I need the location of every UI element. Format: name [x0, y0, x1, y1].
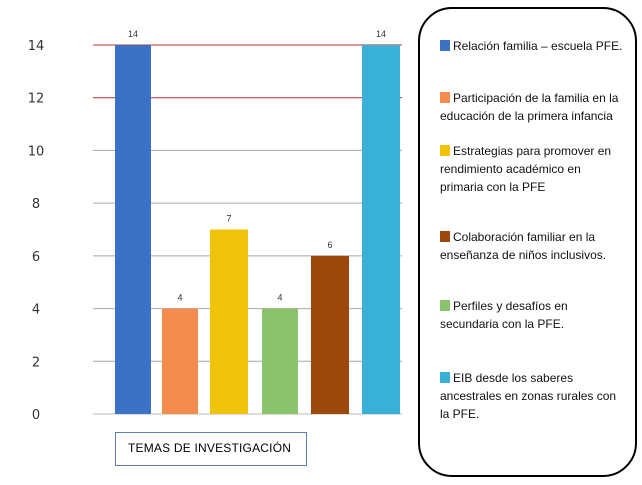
y-tick-label-10: 10: [28, 144, 45, 159]
legend-item-4: Colaboración familiar en la enseñanza de…: [440, 228, 625, 264]
bar-value-label-4: 4: [277, 293, 282, 303]
legend-item-6: EIB desde los saberes ancestrales en zon…: [440, 369, 625, 423]
x-axis-title: TEMAS DE INVESTIGACIÓN: [128, 441, 292, 455]
y-tick-label-8: 8: [32, 197, 40, 212]
legend-swatch-3: [440, 145, 450, 156]
bar-value-label-5: 6: [327, 240, 332, 250]
y-tick-label-14: 14: [28, 39, 45, 54]
bar-value-label-2: 4: [177, 293, 182, 303]
y-tick-label-4: 4: [32, 303, 40, 318]
bar-6: [362, 45, 400, 414]
legend-item-5: Perfiles y desafíos en secundaria con la…: [440, 297, 625, 333]
x-axis-title-box: TEMAS DE INVESTIGACIÓN: [115, 432, 307, 466]
bar-value-label-3: 7: [226, 214, 231, 224]
y-tick-label-0: 0: [32, 408, 40, 423]
y-tick-label-12: 12: [28, 92, 45, 107]
bar-1: [115, 45, 151, 414]
legend-item-3: Estrategias para promover en rendimiento…: [440, 142, 625, 196]
legend-swatch-2: [440, 92, 450, 103]
legend-item-2: Participación de la familia en la educac…: [440, 89, 625, 125]
bar-3: [210, 229, 248, 414]
legend-label-4: Colaboración familiar en la enseñanza de…: [440, 230, 607, 262]
legend-label-5: Perfiles y desafíos en secundaria con la…: [440, 299, 568, 331]
legend-swatch-1: [440, 40, 450, 51]
bar-4: [262, 308, 298, 414]
legend-swatch-4: [440, 231, 450, 242]
bar-2: [162, 308, 198, 414]
legend-label-6: EIB desde los saberes ancestrales en zon…: [440, 371, 617, 421]
legend-label-3: Estrategias para promover en rendimiento…: [440, 144, 612, 194]
y-tick-label-6: 6: [32, 250, 40, 265]
y-tick-label-2: 2: [32, 355, 40, 370]
chart-legend: Relación familia – escuela PFE. Particip…: [418, 7, 637, 477]
bar-value-label-1: 14: [128, 29, 138, 39]
bar-5: [311, 255, 349, 414]
bar-value-label-6: 14: [376, 29, 386, 39]
legend-label-2: Participación de la familia en la educac…: [440, 91, 619, 123]
legend-swatch-5: [440, 300, 450, 311]
legend-swatch-6: [440, 372, 450, 383]
legend-label-1: Relación familia – escuela PFE.: [453, 39, 623, 53]
legend-item-1: Relación familia – escuela PFE.: [440, 37, 625, 55]
